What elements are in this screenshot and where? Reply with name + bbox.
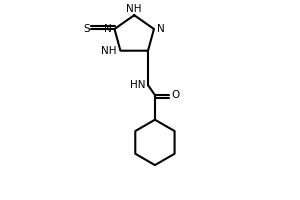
Text: HN: HN [130,80,145,90]
Text: N: N [104,24,112,34]
Text: O: O [171,90,179,100]
Text: NH: NH [127,4,142,14]
Text: S: S [83,24,90,34]
Text: NH: NH [101,46,116,56]
Text: N: N [157,24,165,34]
